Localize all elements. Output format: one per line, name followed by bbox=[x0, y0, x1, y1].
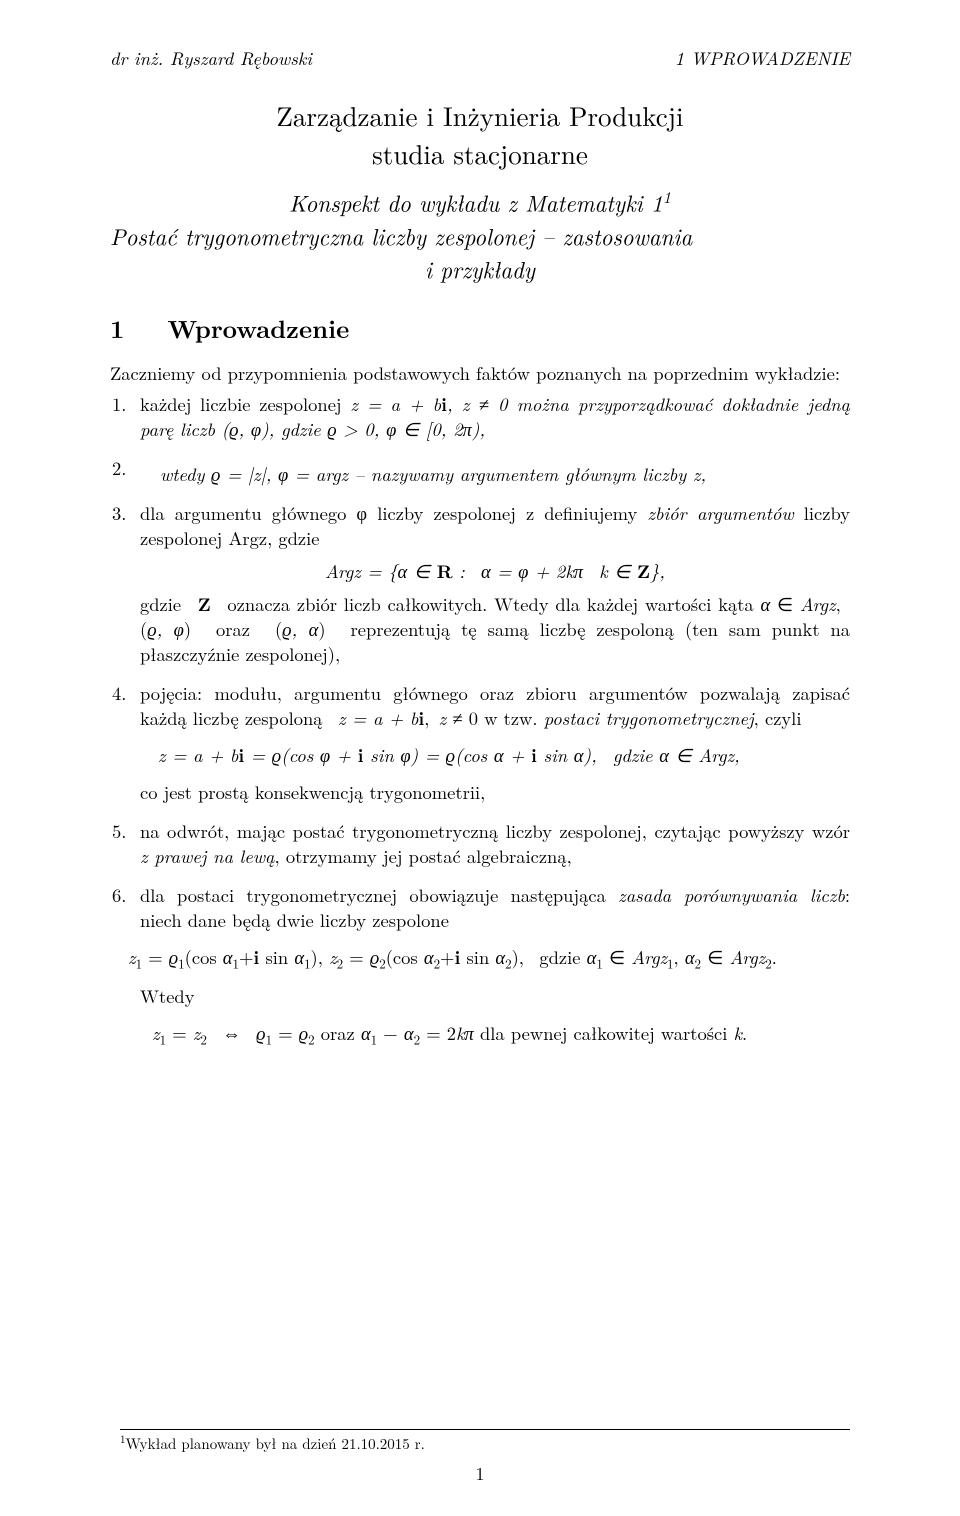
subtitle-3: i przykłady bbox=[110, 253, 850, 284]
section-number: 1 bbox=[110, 311, 124, 346]
item-number-2: 2. bbox=[112, 456, 126, 481]
list-item-1: 1. każdej liczbie zespolonej z = a + bi,… bbox=[140, 392, 850, 442]
item-4-equation: z = a + bi = ϱ(cos φ + i sin φ) = ϱ(cos … bbox=[140, 743, 850, 768]
header-left: dr inż. Ryszard Rębowski bbox=[110, 46, 312, 71]
item-2-text: wtedy ϱ = |z|, φ = argz – nazywamy bbox=[160, 461, 460, 487]
item-number-6: 6. bbox=[112, 883, 126, 908]
footnote-text: Wykład planowany był na dzień 21.10.2015… bbox=[126, 1433, 425, 1454]
page-number: 1 bbox=[0, 1462, 960, 1486]
item-number-1: 1. bbox=[112, 392, 126, 417]
page: dr inż. Ryszard Rębowski 1 WPROWADZENIE … bbox=[0, 0, 960, 1516]
item-6-equation-a: z1 = ϱ1(cos α1+i sin α1), z2 = ϱ2(cos α2… bbox=[128, 945, 850, 972]
title-line-2: studia stacjonarne bbox=[110, 135, 850, 171]
subtitle-2: Postać trygonometryczna liczby zespolone… bbox=[110, 220, 850, 251]
item-5-text-b: , otrzymamy jej postać algebraiczną, bbox=[275, 843, 572, 869]
item-number-5: 5. bbox=[112, 819, 126, 844]
list-item-5: 5. na odwrót, mając postać trygonometryc… bbox=[140, 819, 850, 869]
item-5-emph: z prawej na lewą bbox=[140, 843, 275, 869]
item-3-text-c: gdzie Z oznacza zbiór liczb całkowitych.… bbox=[140, 591, 850, 667]
item-2-text-b: liczby z, bbox=[636, 461, 707, 487]
list-item-2: 2. wtedy ϱ = |z|, φ = argz – nazywamy ar… bbox=[140, 456, 850, 487]
item-4-text-b: , czyli bbox=[754, 705, 802, 731]
item-number-4: 4. bbox=[112, 681, 126, 706]
section-name: Wprowadzenie bbox=[168, 311, 350, 346]
header-right: 1 WPROWADZENIE bbox=[675, 46, 850, 71]
subtitle-1-text: Konspekt do wykładu z Matematyki 1 bbox=[289, 186, 663, 219]
item-1-text-a: każdej liczbie zespolonej bbox=[140, 391, 350, 417]
title-block: Zarządzanie i Inżynieria Produkcji studi… bbox=[110, 97, 850, 284]
title-line-1: Zarządzanie i Inżynieria Produkcji bbox=[110, 97, 850, 133]
list-item-4: 4. pojęcia: modułu, argumentu głównego o… bbox=[140, 681, 850, 805]
item-5-text-a: na odwrót, mając postać trygonometryczną… bbox=[140, 818, 850, 844]
list-item-3: 3. dla argumentu głównego φ liczby zespo… bbox=[140, 501, 850, 667]
running-header: dr inż. Ryszard Rębowski 1 WPROWADZENIE bbox=[110, 46, 850, 71]
item-2-emph: argumentem głównym bbox=[460, 461, 636, 487]
item-6-emph: zasada porównywania liczb bbox=[618, 882, 845, 908]
item-4-text-c: co jest prostą konsekwencją trygonometri… bbox=[140, 779, 485, 805]
item-number-3: 3. bbox=[112, 501, 126, 526]
subtitle-1: Konspekt do wykładu z Matematyki 11 bbox=[110, 186, 850, 218]
item-3-equation: Argz = {α ∈ R : α = φ + 2kπ k ∈ Z}, bbox=[140, 559, 850, 584]
section-heading: 1 Wprowadzenie bbox=[110, 312, 850, 346]
item-1-math: z = a + b bbox=[350, 391, 441, 417]
item-3-emph: zbiór argumentów bbox=[647, 500, 793, 526]
intro-paragraph: Zaczniemy od przypomnienia podstawowych … bbox=[110, 361, 850, 386]
footnote: 1Wykład planowany był na dzień 21.10.201… bbox=[120, 1429, 850, 1454]
enumerated-list: 1. każdej liczbie zespolonej z = a + bi,… bbox=[110, 392, 850, 1048]
list-item-6: 6. dla postaci trygonometrycznej obowiąz… bbox=[140, 883, 850, 1048]
item-3-text-a: dla argumentu głównego φ liczby zespolon… bbox=[140, 500, 647, 526]
item-6-equation-b: z1 = z2 ⇔ ϱ1 = ϱ2 oraz α1 − α2 = 2kπ dla… bbox=[140, 1021, 850, 1048]
subtitle-1-sup: 1 bbox=[663, 185, 671, 208]
item-4-emph: postaci trygonometrycznej bbox=[544, 705, 754, 731]
item-6-text-c: Wtedy bbox=[140, 983, 194, 1009]
item-6-text-a: dla postaci trygonometrycznej obowiązuje… bbox=[140, 882, 618, 908]
